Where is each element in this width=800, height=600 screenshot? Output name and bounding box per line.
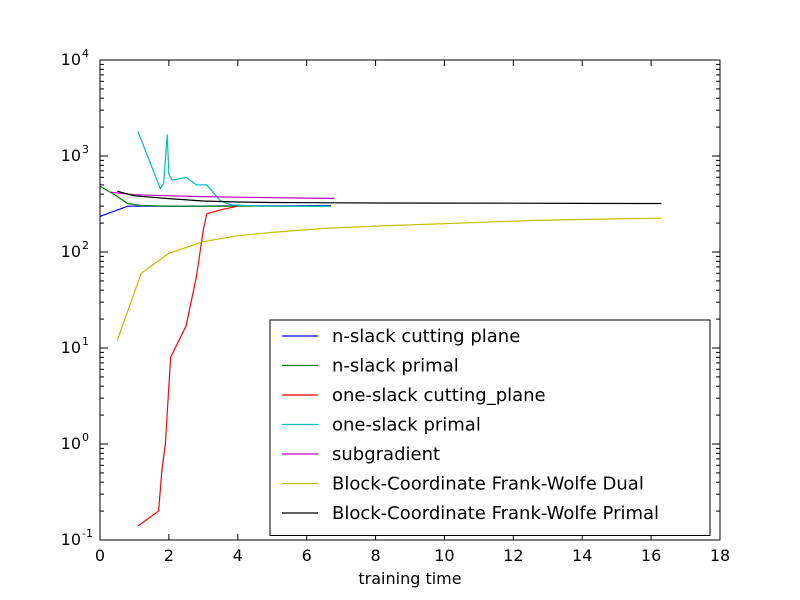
y-tick-exponent: -1 <box>82 527 93 540</box>
plot-frame <box>99 59 721 541</box>
x-axis-title: training time <box>358 569 461 588</box>
x-tick-label: 10 <box>434 546 454 565</box>
legend: n-slack cutting plane n-slack primal one-s… <box>269 319 711 536</box>
y-tick-label: 10 <box>61 338 81 357</box>
y-tick-exponent: 3 <box>82 143 89 156</box>
y-tick-label: 10 <box>61 530 81 549</box>
series-line-6 <box>117 190 662 205</box>
y-tick-label: 10 <box>61 242 81 261</box>
y-tick-exponent: 1 <box>82 335 89 348</box>
x-tick-label: 18 <box>710 546 730 565</box>
legend-label: n-slack primal <box>332 356 459 377</box>
legend-label: one-slack cutting_plane <box>332 385 546 406</box>
y-tick-label: 10 <box>61 50 81 69</box>
series-layer <box>99 131 662 527</box>
legend-label: subgradient <box>332 444 440 465</box>
y-tick-base: 10 <box>61 146 81 165</box>
legend-label: Block-Coordinate Frank-Wolfe Primal <box>332 503 659 524</box>
series-line-2 <box>137 205 238 527</box>
y-tick-base: 10 <box>61 50 81 69</box>
x-tick-label: 14 <box>572 546 592 565</box>
y-tick-exponent: 0 <box>82 431 89 444</box>
legend-box <box>269 319 711 536</box>
x-tick-label: 16 <box>641 546 661 565</box>
x-tick-label: 0 <box>95 546 105 565</box>
y-tick-base: 10 <box>61 338 81 357</box>
x-tick-label: 12 <box>503 546 523 565</box>
y-tick-exponent: 2 <box>82 239 89 252</box>
series-line-5 <box>116 217 662 341</box>
y-tick-base: 10 <box>61 242 81 261</box>
y-tick-base: 10 <box>61 530 81 549</box>
series-line-3 <box>137 131 331 207</box>
legend-label: n-slack cutting plane <box>332 326 520 347</box>
y-tick-label: 10 <box>61 434 81 453</box>
x-tick-label: 2 <box>164 546 174 565</box>
x-tick-label: 8 <box>370 546 380 565</box>
legend-label: one-slack primal <box>332 415 481 436</box>
legend-label: Block-Coordinate Frank-Wolfe Dual <box>332 474 644 495</box>
y-tick-exponent: 4 <box>82 47 89 60</box>
x-tick-label: 6 <box>302 546 312 565</box>
x-tick-label: 4 <box>233 546 243 565</box>
y-tick-label: 10 <box>61 146 81 165</box>
y-tick-base: 10 <box>61 434 81 453</box>
series-line-4 <box>110 191 335 199</box>
